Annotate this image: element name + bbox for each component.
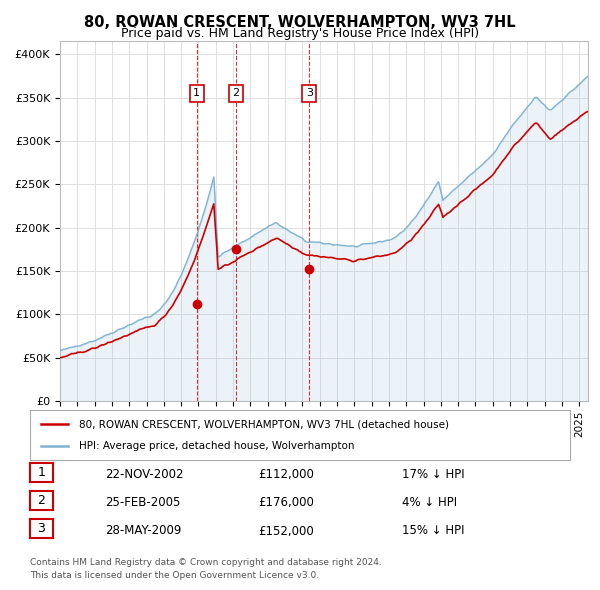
Text: HPI: Average price, detached house, Wolverhampton: HPI: Average price, detached house, Wolv… [79,441,354,451]
Text: 1: 1 [37,466,46,479]
Text: 2: 2 [37,494,46,507]
Text: Contains HM Land Registry data © Crown copyright and database right 2024.: Contains HM Land Registry data © Crown c… [30,558,382,566]
Text: 4% ↓ HPI: 4% ↓ HPI [402,496,457,509]
Text: 1: 1 [193,88,200,99]
Text: 17% ↓ HPI: 17% ↓ HPI [402,468,464,481]
Text: 28-MAY-2009: 28-MAY-2009 [105,525,181,537]
Text: £152,000: £152,000 [258,525,314,537]
Text: 80, ROWAN CRESCENT, WOLVERHAMPTON, WV3 7HL (detached house): 80, ROWAN CRESCENT, WOLVERHAMPTON, WV3 7… [79,419,449,429]
Text: 25-FEB-2005: 25-FEB-2005 [105,496,181,509]
Text: 3: 3 [37,522,46,535]
Text: £112,000: £112,000 [258,468,314,481]
Text: 2: 2 [232,88,239,99]
Text: 15% ↓ HPI: 15% ↓ HPI [402,525,464,537]
Text: 3: 3 [306,88,313,99]
Text: 22-NOV-2002: 22-NOV-2002 [105,468,184,481]
Text: This data is licensed under the Open Government Licence v3.0.: This data is licensed under the Open Gov… [30,571,319,580]
Text: Price paid vs. HM Land Registry's House Price Index (HPI): Price paid vs. HM Land Registry's House … [121,27,479,40]
Text: £176,000: £176,000 [258,496,314,509]
Text: 80, ROWAN CRESCENT, WOLVERHAMPTON, WV3 7HL: 80, ROWAN CRESCENT, WOLVERHAMPTON, WV3 7… [84,15,516,30]
